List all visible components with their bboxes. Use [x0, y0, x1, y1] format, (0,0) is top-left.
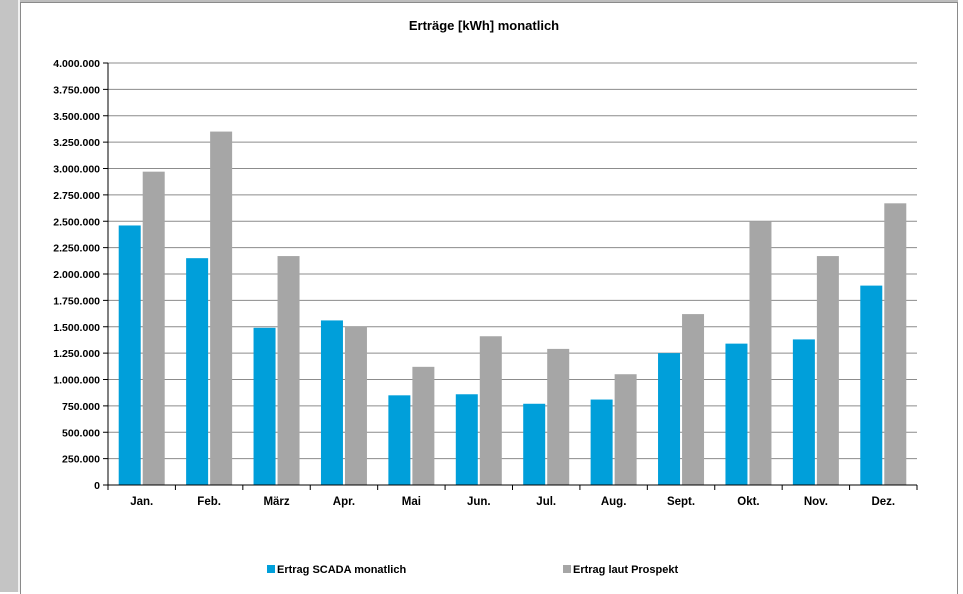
x-tick-label: Aug.: [601, 496, 627, 508]
x-tick-label: Apr.: [333, 496, 355, 508]
bar: [344, 326, 367, 485]
bar: [884, 203, 907, 485]
bar: [388, 395, 411, 485]
legend-swatch: [267, 565, 275, 573]
bar: [614, 374, 637, 485]
chart-area: [20, 2, 958, 594]
bar: [749, 221, 772, 485]
y-tick-label: 1.250.000: [53, 348, 100, 360]
legend-label: Ertrag SCADA monatlich: [277, 564, 406, 576]
legend: Ertrag SCADA monatlich Ertrag laut Prospe…: [267, 564, 678, 576]
bars: [118, 131, 907, 486]
y-tick-label: 0: [94, 480, 100, 492]
y-tick-label: 500.000: [62, 427, 100, 439]
y-tick-label: 2.500.000: [53, 216, 100, 228]
bar: [186, 258, 209, 485]
window-frame-left: [0, 0, 18, 592]
y-tick-label: 250.000: [62, 454, 100, 466]
y-tick-label: 3.750.000: [53, 84, 100, 96]
window-frame-right: [958, 0, 963, 592]
window-frame-left-inner: [18, 0, 20, 592]
y-axis: 0 250.000 500.000 750.000 1.000.000 1.250.000…: [53, 58, 109, 492]
bar: [523, 403, 546, 485]
window-frame-top: [20, 0, 963, 2]
bar: [142, 171, 165, 486]
bar: [590, 399, 613, 485]
bar: [816, 256, 839, 485]
bar: [320, 320, 343, 485]
y-tick-label: 1.000.000: [53, 375, 100, 387]
y-tick-label: 3.250.000: [53, 137, 100, 149]
bar: [792, 339, 815, 485]
bar: [860, 285, 883, 485]
bar: [277, 256, 300, 485]
y-tick-label: 2.750.000: [53, 190, 100, 202]
y-tick-label: 1.750.000: [53, 295, 100, 307]
bar: [210, 131, 233, 485]
bar: [547, 348, 570, 485]
x-tick-label: März: [263, 496, 289, 508]
y-tick-label: 2.000.000: [53, 269, 100, 281]
bar: [253, 327, 276, 485]
bar: [682, 314, 705, 485]
x-tick-label: Nov.: [804, 496, 828, 508]
x-tick-label: Jan.: [130, 496, 153, 508]
y-tick-label: 3.500.000: [53, 111, 100, 123]
bar: [658, 353, 681, 485]
x-tick-label: Mai: [402, 496, 421, 508]
x-tick-label: Feb.: [197, 496, 221, 508]
x-tick-label: Jun.: [467, 496, 491, 508]
chart-title: Erträge [kWh] monatlich: [409, 18, 559, 33]
x-tick-label: Jul.: [536, 496, 556, 508]
legend-swatch: [563, 565, 571, 573]
x-tick-label: Dez.: [871, 496, 895, 508]
x-axis: Jan. Feb. März Apr. Mai Jun. Jul. Aug. Sept. Okt.…: [107, 484, 918, 508]
gridlines: [108, 62, 917, 460]
y-tick-label: 4.000.000: [53, 58, 100, 70]
x-tick-label: Okt.: [737, 496, 759, 508]
bar: [412, 366, 435, 485]
y-tick-label: 2.250.000: [53, 243, 100, 255]
bar: [479, 336, 502, 485]
bar: [455, 394, 478, 485]
x-tick-label: Sept.: [667, 496, 695, 508]
y-tick-label: 3.000.000: [53, 164, 100, 176]
bar: [118, 225, 141, 485]
legend-label: Ertrag laut Prospekt: [573, 564, 678, 576]
y-tick-label: 1.500.000: [53, 322, 100, 334]
bar: [725, 343, 748, 485]
y-tick-label: 750.000: [62, 401, 100, 413]
